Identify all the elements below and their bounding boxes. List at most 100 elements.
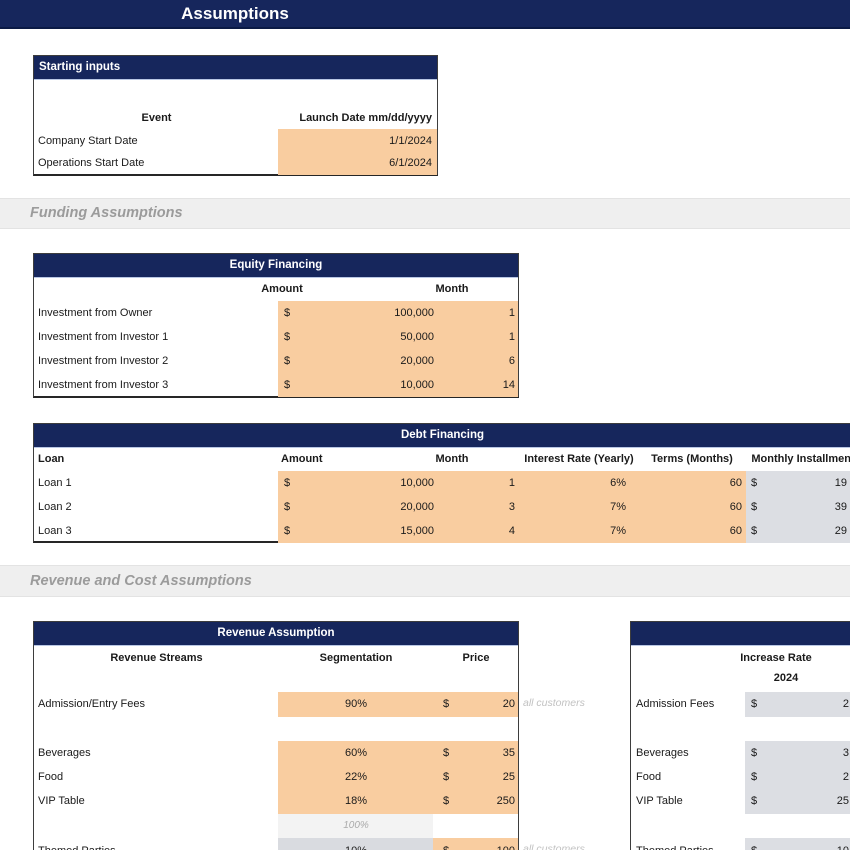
- debt-amount-value[interactable]: 10,000: [400, 477, 434, 489]
- equity-row-label: Investment from Investor 1: [38, 331, 169, 343]
- currency-symbol: $: [443, 747, 450, 759]
- operations-start-date-value[interactable]: 6/1/2024: [389, 157, 432, 169]
- debt-financing-title: Debt Financing: [34, 424, 850, 448]
- currency-symbol: $: [284, 501, 291, 513]
- currency-symbol: $: [443, 795, 450, 807]
- debt-installment-column-header: Monthly Installment: [751, 453, 850, 465]
- debt-month-column-header: Month: [435, 453, 469, 465]
- increase-calc-fill: [745, 692, 850, 717]
- currency-symbol: $: [284, 379, 291, 391]
- currency-symbol: $: [284, 355, 291, 367]
- currency-symbol: $: [751, 838, 765, 850]
- debt-row-label: Loan 3: [38, 525, 72, 537]
- increase-row-label: Admission Fees: [636, 698, 715, 710]
- revenue-row-label: Themed Parties: [38, 838, 276, 850]
- price-value[interactable]: 20: [502, 698, 515, 710]
- increase-value: 3: [842, 747, 849, 759]
- debt-calc-fill: [746, 471, 850, 543]
- segmentation-column-header: Segmentation: [319, 652, 393, 664]
- price-value[interactable]: 100: [464, 838, 515, 850]
- currency-symbol: $: [284, 477, 291, 489]
- debt-row-label: Loan 1: [38, 477, 72, 489]
- equity-row-label: Investment from Owner: [38, 307, 153, 319]
- revenue-cost-section-header: Revenue and Cost Assumptions: [0, 565, 850, 597]
- revenue-row-label: Admission/Entry Fees: [38, 698, 145, 710]
- debt-loan-column-header: Loan: [38, 453, 65, 465]
- themed-parties-price-fill: [433, 838, 518, 850]
- revenue-row-label: Food: [38, 771, 64, 783]
- segmentation-subtotal-fill: [278, 814, 433, 838]
- company-start-date-value[interactable]: 1/1/2024: [389, 135, 432, 147]
- segmentation-value[interactable]: 60%: [344, 747, 368, 759]
- currency-symbol: $: [751, 795, 758, 807]
- debt-month-value[interactable]: 1: [508, 477, 515, 489]
- debt-row-label: Loan 2: [38, 501, 72, 513]
- increase-value: 25: [836, 795, 849, 807]
- equity-input-fill: [278, 301, 518, 397]
- equity-month-value[interactable]: 6: [508, 355, 515, 367]
- currency-symbol: $: [284, 525, 291, 537]
- price-column-header: Price: [462, 652, 490, 664]
- page-title: Assumptions: [181, 4, 289, 23]
- currency-symbol: $: [443, 698, 450, 710]
- revenue-row-label: Beverages: [38, 747, 91, 759]
- currency-symbol: $: [751, 525, 758, 537]
- debt-interest-value[interactable]: 7%: [610, 525, 626, 537]
- equity-amount-value[interactable]: 50,000: [400, 331, 434, 343]
- increase-rate-column-header: Increase Rate: [740, 652, 812, 664]
- currency-symbol: $: [751, 747, 758, 759]
- increase-rate-table: Increase Rate 2024 Admission Fees $ 2 Be…: [630, 621, 850, 850]
- debt-month-value[interactable]: 4: [508, 525, 515, 537]
- equity-month-column-header: Month: [435, 283, 469, 295]
- currency-symbol: $: [751, 698, 758, 710]
- price-value[interactable]: 35: [502, 747, 515, 759]
- starting-inputs-title: Starting inputs: [34, 56, 437, 80]
- debt-amount-value[interactable]: 15,000: [400, 525, 434, 537]
- debt-interest-value[interactable]: 7%: [610, 501, 626, 513]
- currency-symbol: $: [443, 838, 457, 850]
- launch-date-column-header: Launch Date mm/dd/yyyy: [299, 112, 432, 124]
- debt-interest-value[interactable]: 6%: [610, 477, 626, 489]
- debt-terms-value[interactable]: 60: [729, 477, 742, 489]
- increase-rate-title: [631, 622, 850, 646]
- debt-installment-value: 39: [834, 501, 847, 513]
- equity-amount-value[interactable]: 10,000: [400, 379, 434, 391]
- revenue-input-fill: [278, 692, 518, 717]
- equity-amount-value[interactable]: 100,000: [394, 307, 434, 319]
- increase-value: 2: [842, 771, 849, 783]
- increase-row-label: VIP Table: [636, 795, 683, 807]
- increase-row-label: Food: [636, 771, 662, 783]
- debt-terms-column-header: Terms (Months): [651, 453, 733, 465]
- equity-month-value[interactable]: 1: [508, 307, 515, 319]
- equity-amount-value[interactable]: 20,000: [400, 355, 434, 367]
- price-value[interactable]: 250: [496, 795, 515, 807]
- debt-month-value[interactable]: 3: [508, 501, 515, 513]
- debt-amount-column-header: Amount: [281, 453, 323, 465]
- debt-installment-value: 29: [834, 525, 847, 537]
- price-value[interactable]: 25: [502, 771, 515, 783]
- increase-calc-fill: [745, 741, 850, 814]
- segmentation-subtotal: 100%: [343, 820, 369, 831]
- revenue-assumption-title: Revenue Assumption: [34, 622, 518, 646]
- increase-row-label: Beverages: [636, 747, 689, 759]
- increase-rate-year-header: 2024: [773, 672, 799, 684]
- increase-value: 10: [771, 838, 849, 850]
- debt-amount-value[interactable]: 20,000: [400, 501, 434, 513]
- equity-financing-title: Equity Financing: [34, 254, 518, 278]
- all-customers-note: all customers: [523, 843, 585, 850]
- debt-terms-value[interactable]: 60: [729, 525, 742, 537]
- currency-symbol: $: [751, 771, 758, 783]
- segmentation-value[interactable]: 22%: [344, 771, 368, 783]
- debt-terms-value[interactable]: 60: [729, 501, 742, 513]
- launch-date-input-fill: [278, 129, 437, 175]
- currency-symbol: $: [751, 501, 758, 513]
- segmentation-value[interactable]: 18%: [344, 795, 368, 807]
- debt-interest-column-header: Interest Rate (Yearly): [524, 453, 634, 465]
- equity-financing-table: Equity Financing Amount Month Investment…: [33, 253, 519, 398]
- event-column-header: Event: [141, 112, 172, 124]
- equity-month-value[interactable]: 14: [502, 379, 515, 391]
- segmentation-value[interactable]: 90%: [344, 698, 368, 710]
- debt-installment-value: 19: [834, 477, 847, 489]
- equity-row-label: Investment from Investor 2: [38, 355, 169, 367]
- equity-month-value[interactable]: 1: [508, 331, 515, 343]
